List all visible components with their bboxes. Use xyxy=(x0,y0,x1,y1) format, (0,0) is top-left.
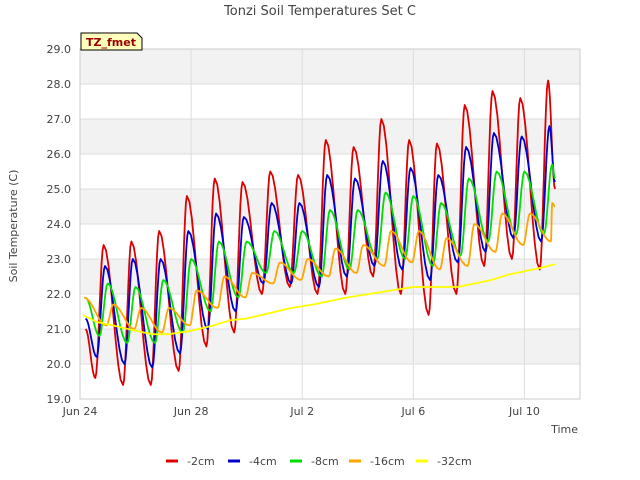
legend-item: -2cm xyxy=(166,455,215,468)
plot-band xyxy=(80,119,580,154)
legend-label: -8cm xyxy=(311,455,339,468)
legend-label: -2cm xyxy=(187,455,215,468)
plot-frame xyxy=(79,48,581,400)
x-axis-label: Time xyxy=(550,423,578,436)
x-tick-label: Jul 2 xyxy=(289,405,314,418)
y-tick-label: 26.0 xyxy=(47,148,72,161)
x-tick-label: Jul 6 xyxy=(400,405,425,418)
y-tick-label: 19.0 xyxy=(47,393,72,406)
y-tick-label: 22.0 xyxy=(47,288,72,301)
y-tick-label: 24.0 xyxy=(47,218,72,231)
axes xyxy=(79,48,581,400)
series-line-16cmcm xyxy=(83,202,556,334)
series-line-8cmcm xyxy=(85,163,556,344)
plot-band xyxy=(80,49,580,84)
y-tick-label: 27.0 xyxy=(47,113,72,126)
y-tick-label: 23.0 xyxy=(47,253,72,266)
series-line-32cmcm xyxy=(82,263,556,336)
legend-item: -8cm xyxy=(290,455,339,468)
legend-item: -16cm xyxy=(349,455,405,468)
legend-label: -4cm xyxy=(249,455,277,468)
y-axis-label: Soil Temperature (C) xyxy=(7,170,20,283)
y-tick-label: 29.0 xyxy=(47,43,72,56)
x-tick-labels: Jun 24 Jun 28 Jul 2 Jul 6 Jul 10 xyxy=(62,405,540,418)
y-tick-label: 28.0 xyxy=(47,78,72,91)
y-tick-label: 21.0 xyxy=(47,323,72,336)
legend: -2cm -4cm -8cm -16cm -32cm xyxy=(166,455,472,468)
series-line-2cmcm xyxy=(84,79,556,386)
x-tick-label: Jun 28 xyxy=(173,405,209,418)
series-lines xyxy=(82,79,556,386)
legend-label: -32cm xyxy=(437,455,472,468)
y-tick-label: 20.0 xyxy=(47,358,72,371)
chart-title: Tonzi Soil Temperatures Set C xyxy=(223,4,416,19)
legend-item: -32cm xyxy=(416,455,472,468)
legend-label: -16cm xyxy=(370,455,405,468)
legend-item: -4cm xyxy=(228,455,277,468)
y-tick-label: 25.0 xyxy=(47,183,72,196)
annotation-label: TZ_fmet xyxy=(86,36,136,49)
x-tick-label: Jul 10 xyxy=(508,405,540,418)
x-tick-label: Jun 24 xyxy=(62,405,98,418)
y-tick-labels: 19.0 20.0 21.0 22.0 23.0 24.0 25.0 26.0 27.0 28.0… xyxy=(47,43,72,406)
plot-band xyxy=(80,189,580,224)
annotation-badge: TZ_fmet xyxy=(80,32,143,51)
